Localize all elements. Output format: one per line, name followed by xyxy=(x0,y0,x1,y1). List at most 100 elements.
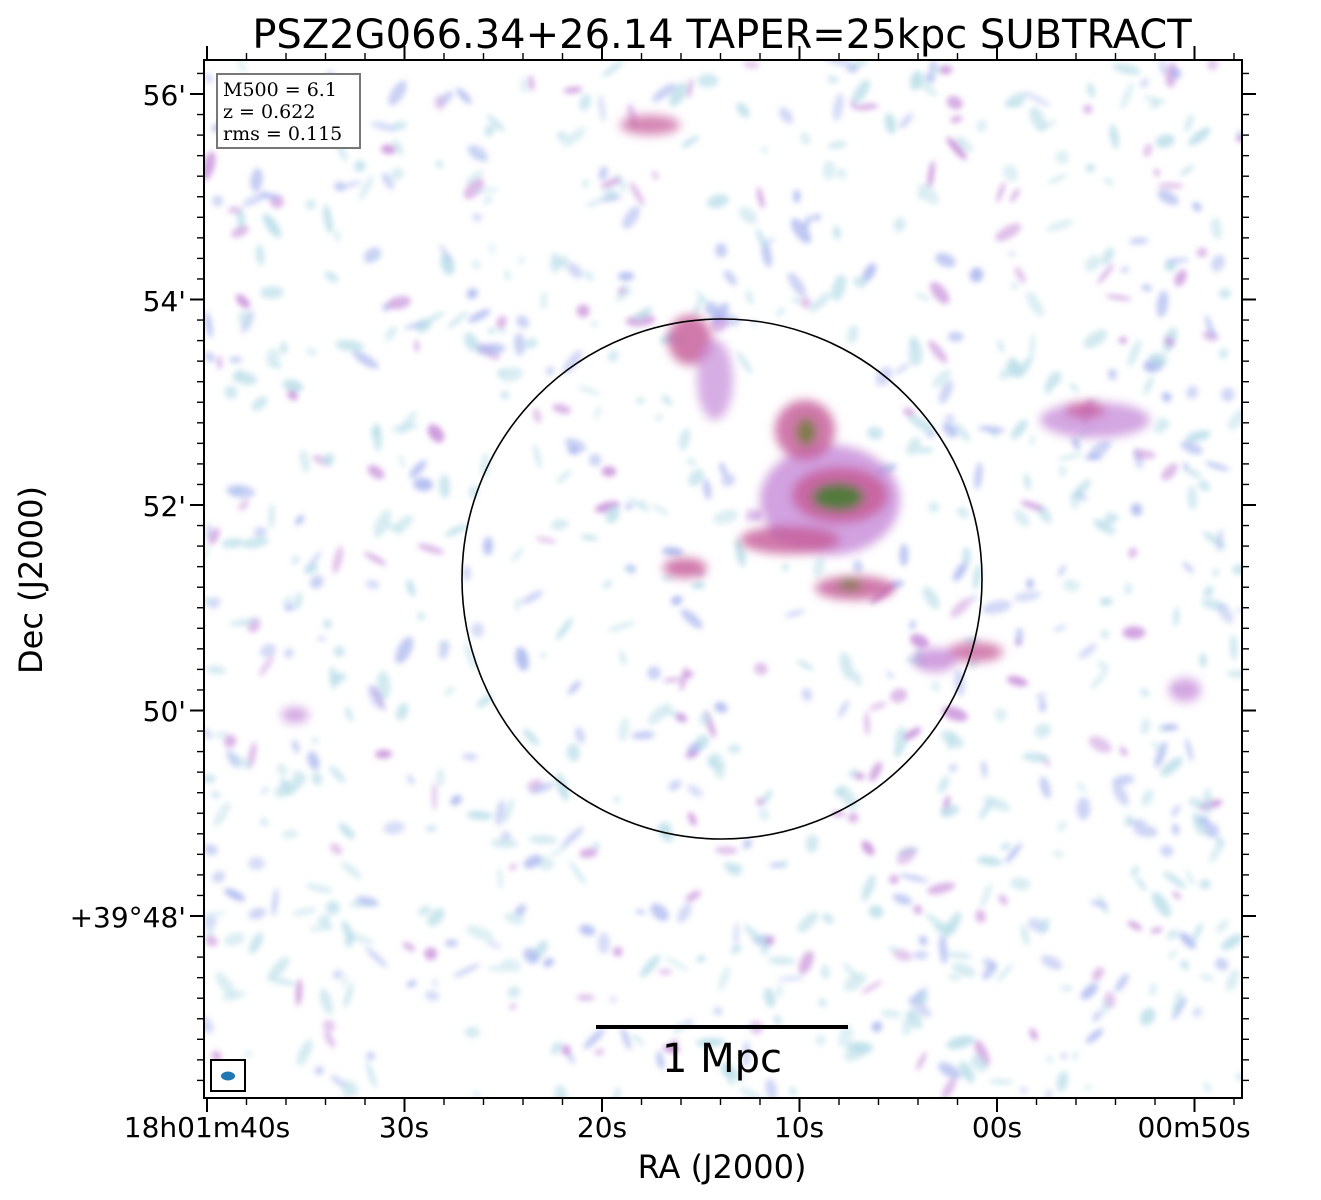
noise-blob xyxy=(1150,100,1159,109)
noise-blob xyxy=(215,971,236,997)
noise-blob xyxy=(388,80,407,106)
noise-blob xyxy=(1156,418,1170,430)
noise-blob xyxy=(978,799,994,820)
noise-blob xyxy=(393,139,404,156)
noise-blob xyxy=(1204,822,1219,839)
noise-blob xyxy=(787,272,806,297)
noise-blob xyxy=(1107,368,1117,381)
noise-blob xyxy=(225,484,256,498)
noise-blob xyxy=(227,206,242,214)
noise-blob xyxy=(977,426,1006,433)
noise-blob xyxy=(500,391,510,399)
noise-blob xyxy=(1003,164,1019,182)
noise-blob xyxy=(563,86,583,94)
noise-blob xyxy=(497,867,503,890)
noise-blob xyxy=(409,460,427,479)
noise-blob xyxy=(1024,473,1031,490)
noise-blob xyxy=(827,75,839,84)
noise-blob xyxy=(618,271,635,281)
noise-blob xyxy=(632,1034,645,1046)
noise-blob xyxy=(847,325,859,344)
noise-blob xyxy=(1085,1028,1104,1044)
noise-blob xyxy=(583,1028,605,1050)
noise-blob xyxy=(692,294,704,319)
noise-blob xyxy=(367,685,384,710)
noise-blob xyxy=(504,912,525,925)
noise-blob xyxy=(564,438,587,452)
noise-blob xyxy=(556,255,570,269)
noise-blob xyxy=(577,385,601,396)
noise-blob xyxy=(1139,688,1150,697)
noise-blob xyxy=(1143,96,1167,104)
noise-blob xyxy=(1191,922,1204,942)
noise-blob xyxy=(884,112,897,135)
noise-blob xyxy=(852,559,863,574)
noise-blob xyxy=(323,619,332,629)
noise-blob xyxy=(869,761,883,782)
noise-blob xyxy=(661,546,684,557)
noise-blob xyxy=(484,124,495,137)
noise-blob xyxy=(670,595,683,606)
noise-blob xyxy=(294,592,302,610)
noise-blob xyxy=(540,652,546,659)
noise-blob xyxy=(836,168,847,180)
noise-blob xyxy=(800,296,812,309)
noise-blob xyxy=(1160,757,1183,777)
noise-blob xyxy=(438,474,451,499)
noise-blob xyxy=(970,1054,988,1072)
noise-blob xyxy=(395,636,414,664)
noise-blob xyxy=(471,622,485,638)
noise-blob xyxy=(922,586,940,610)
noise-blob xyxy=(311,737,319,745)
noise-blob xyxy=(223,734,237,748)
noise-blob xyxy=(566,743,580,762)
noise-blob xyxy=(1237,607,1242,614)
noise-blob xyxy=(1040,955,1063,970)
noise-blob xyxy=(305,883,333,893)
noise-blob xyxy=(414,339,420,352)
noise-blob xyxy=(495,799,506,826)
noise-blob xyxy=(1084,1084,1092,1090)
radio-image: 1 Mpc M500 = 6.1 z = 0.622 rms = 0.115 xyxy=(204,60,1242,1098)
noise-blob xyxy=(1179,932,1196,949)
noise-blob xyxy=(243,1051,253,1057)
noise-blob xyxy=(279,341,288,355)
noise-blob xyxy=(972,564,982,590)
noise-blob xyxy=(805,834,819,853)
noise-blob xyxy=(1091,967,1105,982)
plot-frame xyxy=(203,59,1243,1099)
noise-blob xyxy=(950,115,963,123)
noise-blob xyxy=(236,208,246,230)
noise-blob xyxy=(850,60,868,69)
noise-blob xyxy=(727,744,741,754)
noise-blob xyxy=(206,665,227,675)
noise-blob xyxy=(262,213,282,238)
noise-blob xyxy=(504,797,514,824)
noise-blob xyxy=(696,955,706,963)
noise-blob xyxy=(528,834,558,845)
noise-blob xyxy=(944,414,955,422)
noise-blob xyxy=(1207,60,1219,71)
x-tick-label: 18h01m40s xyxy=(124,1111,291,1144)
noise-blob xyxy=(848,767,858,779)
noise-blob xyxy=(1084,255,1102,272)
noise-blob xyxy=(516,315,530,329)
noise-blob xyxy=(913,950,929,960)
noise-blob xyxy=(365,579,380,590)
noise-blob xyxy=(677,903,692,923)
noise-blob xyxy=(212,195,224,207)
noise-blob xyxy=(335,340,365,352)
noise-blob xyxy=(521,590,544,604)
noise-blob xyxy=(343,982,354,1008)
noise-blob xyxy=(550,519,569,530)
noise-blob xyxy=(287,390,298,401)
noise-blob xyxy=(444,524,469,537)
noise-blob xyxy=(1151,891,1171,918)
noise-blob xyxy=(1151,741,1164,753)
noise-blob xyxy=(247,741,257,770)
y-axis-label: Dec (J2000) xyxy=(12,486,50,674)
noise-blob xyxy=(853,276,867,288)
noise-blob xyxy=(390,167,404,181)
noise-blob xyxy=(1221,933,1242,951)
noise-blob xyxy=(1010,188,1020,203)
